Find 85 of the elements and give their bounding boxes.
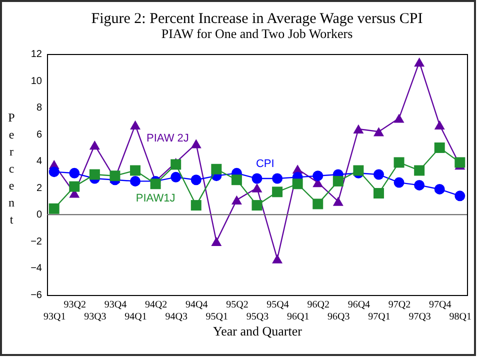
point xyxy=(252,183,262,192)
y-tick-label: 12 xyxy=(30,49,42,60)
x-tick-label: 95Q3 xyxy=(246,312,269,322)
x-tick-label: 96Q4 xyxy=(348,300,370,310)
x-tick-label: 93Q4 xyxy=(104,300,127,310)
x-tick-label: 96Q1 xyxy=(286,312,310,322)
point xyxy=(272,173,283,184)
point xyxy=(110,170,120,182)
x-tick-label: 93Q3 xyxy=(84,312,106,322)
x-tick-label: 96Q3 xyxy=(328,312,350,322)
point xyxy=(69,168,80,178)
series-label: CPI xyxy=(256,158,274,170)
point xyxy=(252,173,262,184)
x-tick-label: 98Q1 xyxy=(449,312,472,322)
point xyxy=(130,176,141,186)
point xyxy=(373,127,384,136)
point xyxy=(332,176,344,186)
x-tick-label: 97Q1 xyxy=(368,312,390,322)
point xyxy=(394,114,404,123)
point xyxy=(454,157,466,168)
x-tick-label: 97Q4 xyxy=(428,300,452,310)
point xyxy=(373,169,384,180)
x-tick-label: 95Q1 xyxy=(206,312,228,322)
point xyxy=(272,186,283,198)
point xyxy=(373,188,384,198)
x-tick-label: 94Q4 xyxy=(186,300,208,310)
y-tick-label: 10 xyxy=(30,76,42,87)
point xyxy=(170,172,182,182)
point xyxy=(190,200,202,211)
x-tick-label: 94Q3 xyxy=(165,312,188,322)
point xyxy=(353,124,364,134)
y-tick-label: 8 xyxy=(36,102,42,114)
y-tick-label: 2 xyxy=(36,182,42,194)
chart-subtitle: PIAW for One and Two Job Workers xyxy=(161,26,353,41)
point xyxy=(434,184,445,194)
point xyxy=(332,196,344,206)
point xyxy=(170,159,182,170)
x-tick-label: 93Q2 xyxy=(64,300,86,310)
y-tick-label: 6 xyxy=(36,129,42,140)
chart-title: Figure 2: Percent Increase in Average Wage versus CPI xyxy=(91,11,423,27)
point xyxy=(272,254,283,264)
point xyxy=(211,164,222,174)
point xyxy=(292,178,303,190)
y-tick-label: 0 xyxy=(36,210,42,221)
point xyxy=(454,190,466,202)
x-tick-label: 96Q2 xyxy=(307,300,330,310)
point xyxy=(434,120,445,130)
point xyxy=(190,174,202,186)
point xyxy=(48,166,60,178)
point xyxy=(150,178,161,190)
x-tick-label: 95Q4 xyxy=(266,300,289,310)
point xyxy=(394,157,404,168)
y-axis-title: Percent xyxy=(8,110,16,226)
point xyxy=(252,200,262,211)
point xyxy=(231,174,242,186)
point xyxy=(211,236,222,246)
point xyxy=(89,140,100,150)
x-tick-label: 94Q1 xyxy=(124,312,147,322)
point xyxy=(414,165,425,176)
point xyxy=(89,169,100,180)
y-tick-label: −2 xyxy=(30,236,42,248)
point xyxy=(231,195,242,204)
point xyxy=(130,165,141,176)
point xyxy=(434,142,445,153)
series-label: PIAW1J xyxy=(136,192,176,205)
x-tick-label: 95Q2 xyxy=(226,300,248,310)
x-tick-label: 97Q3 xyxy=(408,312,431,322)
point xyxy=(130,120,141,130)
y-tick-label: −4 xyxy=(30,263,42,274)
point xyxy=(48,203,60,214)
point xyxy=(312,198,324,210)
x-tick-label: 94Q2 xyxy=(144,300,168,310)
x-tick-label: 93Q1 xyxy=(43,312,66,322)
y-tick-label: 4 xyxy=(36,156,42,168)
point xyxy=(353,165,364,176)
point xyxy=(394,177,404,188)
series-label: PIAW 2J xyxy=(146,132,189,144)
x-axis-title: Year and Quarter xyxy=(213,324,303,338)
point xyxy=(414,180,425,190)
point xyxy=(312,170,324,182)
point xyxy=(414,57,425,67)
point xyxy=(69,181,80,192)
point xyxy=(190,139,202,148)
y-tick-label: −6 xyxy=(30,290,42,301)
x-tick-label: 97Q2 xyxy=(388,300,411,310)
